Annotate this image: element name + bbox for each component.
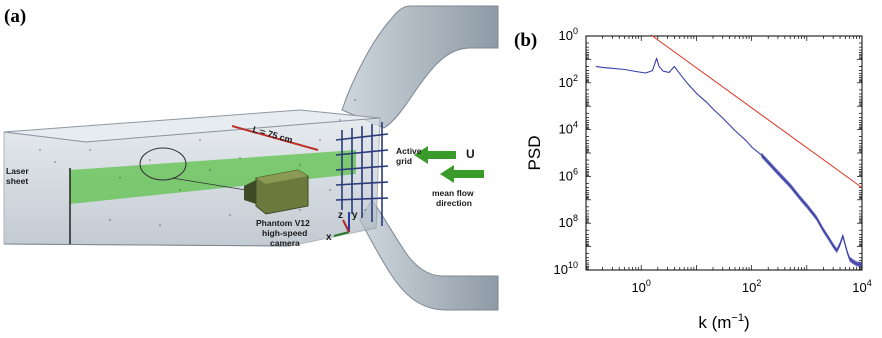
camera-label-line1: Phantom V12 xyxy=(256,218,310,228)
y-tick-label: 104 xyxy=(559,120,578,137)
panel-label-b: (b) xyxy=(514,30,538,51)
length-scale-bar xyxy=(231,125,319,151)
camera-label-line2: high-speed xyxy=(262,228,307,238)
laser-sheet-label-line1: Laser xyxy=(6,166,29,176)
flow-arrow-lower xyxy=(440,165,484,183)
experimental-setup-diagram: L = 75 cm U Active grid mean flow direct… xyxy=(3,5,499,311)
active-grid-label-line1: Active xyxy=(396,146,422,156)
axis-x-label: x xyxy=(326,232,332,243)
x-tick-label: 100 xyxy=(631,278,650,295)
field-of-view-circle xyxy=(139,147,187,181)
active-grid-label-line2: grid xyxy=(396,156,412,166)
camera-view-line xyxy=(171,177,247,191)
laser-sheet-label-line2: sheet xyxy=(6,176,28,186)
camera-label-line3: camera xyxy=(270,238,300,248)
y-tick-label: 106 xyxy=(559,166,578,183)
duct-edge xyxy=(3,243,291,247)
flow-arrow-upper xyxy=(414,146,456,164)
laser-sheet xyxy=(70,150,356,204)
axis-z-label: z xyxy=(338,210,343,221)
axis-y-label: y xyxy=(352,210,358,221)
coordinate-axes xyxy=(333,212,350,237)
y-tick-label: 102 xyxy=(559,73,578,90)
y-axis-label: PSD xyxy=(525,136,544,171)
active-grid xyxy=(335,122,389,226)
contraction-lower-wall xyxy=(359,199,499,311)
y-tick-label: 108 xyxy=(559,213,578,230)
plot-frame xyxy=(585,35,863,271)
tick-labels: 100 102 104 100 102 104 106 108 1010 xyxy=(554,26,872,295)
tick-marks xyxy=(585,35,862,270)
panel-label-a: (a) xyxy=(4,6,27,27)
x-axis-label-main: k (m xyxy=(698,313,731,332)
flow-velocity-label: U xyxy=(466,147,475,161)
series-layer xyxy=(595,34,863,268)
camera-lens xyxy=(244,180,256,204)
x-tick-label: 102 xyxy=(742,278,761,295)
x-axis-label-close: ) xyxy=(744,313,750,332)
x-axis-label: k (m−1) xyxy=(698,312,749,332)
x-axis-label-sup: −1 xyxy=(731,312,744,324)
y-tick-label: 100 xyxy=(559,26,578,43)
mean-flow-label-line2: direction xyxy=(436,198,472,208)
camera-top xyxy=(256,170,308,184)
x-tick-label: 104 xyxy=(852,278,871,295)
psd-noise-band xyxy=(761,152,862,268)
psd-chart: 100 102 104 100 102 104 106 108 1010 PSD k (m−1) xyxy=(525,26,872,332)
contraction-upper-wall xyxy=(341,5,499,129)
power-law-reference-line xyxy=(650,34,863,189)
y-tick-label: 1010 xyxy=(554,260,578,277)
mean-flow-label-line1: mean flow xyxy=(432,188,474,198)
